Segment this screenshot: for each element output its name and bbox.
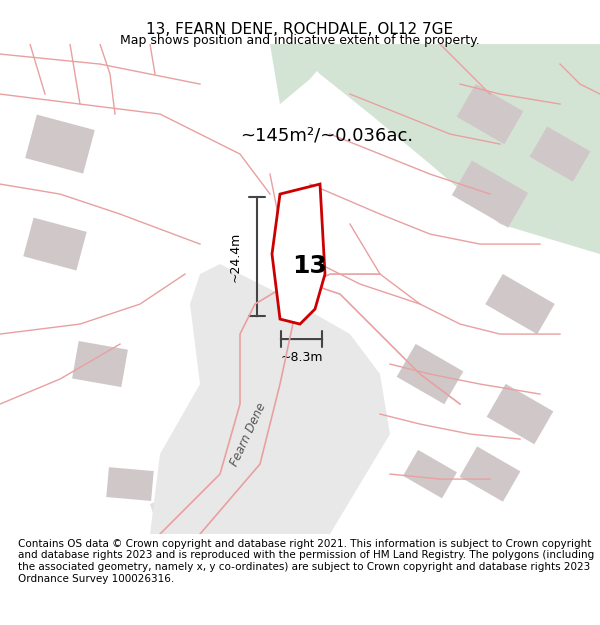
Text: ~145m²/~0.036ac.: ~145m²/~0.036ac. <box>240 126 413 144</box>
Bar <box>460 446 520 502</box>
Bar <box>487 384 553 444</box>
Bar <box>106 467 154 501</box>
Bar <box>457 84 523 144</box>
Bar <box>23 217 87 271</box>
Text: 13: 13 <box>293 254 328 278</box>
Bar <box>452 161 528 228</box>
Text: Fearn Dene: Fearn Dene <box>227 401 268 468</box>
Polygon shape <box>150 264 390 534</box>
Bar <box>530 126 590 182</box>
Text: ~24.4m: ~24.4m <box>229 231 242 282</box>
Bar <box>403 450 457 498</box>
Text: ~8.3m: ~8.3m <box>280 351 323 364</box>
Polygon shape <box>290 44 600 254</box>
Bar <box>72 341 128 387</box>
Polygon shape <box>272 184 325 324</box>
Bar <box>25 114 95 174</box>
Text: Map shows position and indicative extent of the property.: Map shows position and indicative extent… <box>120 34 480 48</box>
Bar <box>485 274 555 334</box>
Text: 13, FEARN DENE, ROCHDALE, OL12 7GE: 13, FEARN DENE, ROCHDALE, OL12 7GE <box>146 22 454 37</box>
Polygon shape <box>270 44 340 104</box>
Text: Contains OS data © Crown copyright and database right 2021. This information is : Contains OS data © Crown copyright and d… <box>18 539 594 584</box>
Bar <box>397 344 463 404</box>
Polygon shape <box>150 374 380 534</box>
